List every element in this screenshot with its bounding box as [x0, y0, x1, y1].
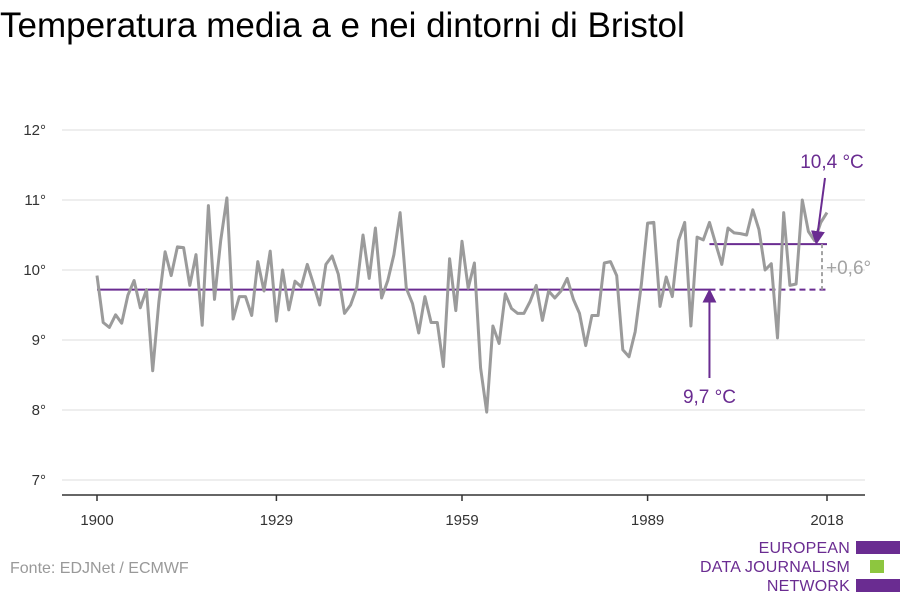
y-tick-label: 10°	[23, 262, 46, 279]
logo-line-data-journalism: DATA JOURNALISM	[700, 559, 850, 576]
temperature-series-line	[95, 196, 829, 414]
chart-title: Temperatura media a e nei dintorni di Br…	[0, 6, 685, 45]
y-tick-label: 9°	[32, 332, 46, 349]
logo-line-network: NETWORK	[766, 578, 850, 595]
source-note: Fonte: EDJNet / ECMWF	[10, 560, 189, 577]
x-tick-label: 1959	[445, 512, 478, 529]
y-tick-label: 8°	[32, 402, 46, 419]
y-tick-label: 11°	[24, 192, 46, 209]
edjnet-logo: EUROPEAN DATA JOURNALISM NETWORK	[700, 538, 900, 600]
logo-bar-green	[870, 560, 884, 573]
recent-label: 10,4 °C	[800, 152, 864, 173]
logo-bar-purple-top	[856, 541, 900, 554]
y-tick-label: 7°	[32, 472, 46, 489]
x-tick-label: 2018	[810, 512, 843, 529]
difference-label: +0,6°	[826, 258, 871, 279]
logo-bar-purple-bottom	[856, 579, 900, 592]
recent-arrow	[810, 177, 826, 246]
x-tick-label: 1989	[631, 512, 664, 529]
x-tick-label: 1900	[80, 512, 113, 529]
logo-line-european: EUROPEAN	[758, 540, 850, 557]
x-tick-label: 1929	[260, 512, 293, 529]
y-tick-label: 12°	[23, 122, 46, 139]
baseline-label: 9,7 °C	[683, 387, 736, 408]
